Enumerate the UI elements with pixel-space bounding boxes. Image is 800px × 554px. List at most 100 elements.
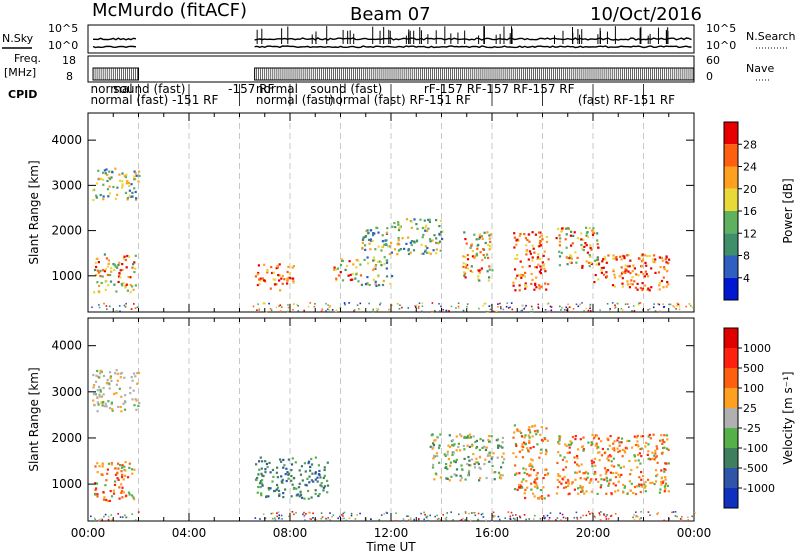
noise-cell <box>297 310 300 312</box>
noise-cell <box>436 514 438 517</box>
data-cell <box>652 433 655 436</box>
data-cell <box>258 460 261 463</box>
noise-cell <box>429 514 431 517</box>
data-cell <box>594 478 598 481</box>
data-cell <box>108 185 111 188</box>
data-cell <box>569 261 572 264</box>
noise-cell <box>262 302 265 305</box>
data-cell <box>283 464 286 467</box>
data-cell <box>566 451 569 455</box>
data-cell <box>439 476 442 479</box>
data-cell <box>664 488 667 491</box>
data-cell <box>592 230 595 233</box>
noise-cell <box>440 305 442 308</box>
data-cell <box>607 484 610 487</box>
noise-cell <box>312 517 314 519</box>
data-cell <box>624 451 627 454</box>
data-cell <box>577 487 580 490</box>
data-cell <box>345 264 349 268</box>
data-cell <box>121 186 124 189</box>
data-cell <box>385 231 388 234</box>
data-cell <box>533 481 536 484</box>
data-cell <box>290 469 293 472</box>
data-cell <box>540 426 543 429</box>
data-cell <box>615 258 618 261</box>
noise-cell <box>278 516 280 519</box>
noise-cell <box>124 514 126 516</box>
data-cell <box>111 409 114 412</box>
data-cell <box>583 471 587 475</box>
data-cell <box>605 469 608 472</box>
noise-cell <box>293 513 295 516</box>
noise-cell <box>518 515 521 518</box>
data-cell <box>116 379 119 382</box>
data-cell <box>585 226 588 229</box>
data-cell <box>557 441 560 444</box>
data-cell <box>631 270 634 273</box>
data-cell <box>357 259 360 262</box>
data-cell <box>369 238 372 241</box>
noise-cell <box>277 511 280 513</box>
data-cell <box>104 268 107 271</box>
data-cell <box>582 448 585 451</box>
data-cell <box>624 268 627 271</box>
data-cell <box>122 282 125 285</box>
data-cell <box>596 256 599 259</box>
data-cell <box>653 483 656 486</box>
data-cell <box>468 433 472 436</box>
data-cell <box>276 265 279 268</box>
data-cell <box>524 496 527 500</box>
noise-cell <box>614 306 617 308</box>
data-cell <box>453 443 456 446</box>
data-cell <box>371 240 374 243</box>
noise-cell <box>418 518 420 520</box>
data-cell <box>121 284 124 287</box>
data-cell <box>307 489 310 493</box>
data-cell <box>360 283 363 286</box>
data-cell <box>134 190 137 194</box>
noise-cell <box>276 512 278 514</box>
data-cell <box>271 271 274 275</box>
noise-cell <box>91 306 93 308</box>
data-cell <box>455 458 458 461</box>
x-tick-label: 00:00 <box>677 526 712 540</box>
data-cell <box>501 441 504 444</box>
data-cell <box>433 439 436 442</box>
data-cell <box>537 231 541 234</box>
data-cell <box>488 237 491 240</box>
freq-label: Freq. <box>14 52 41 65</box>
noise-cell <box>502 308 505 311</box>
data-cell <box>628 286 631 289</box>
data-cell <box>531 465 534 468</box>
colorbar-tick-label: -1000 <box>743 482 775 495</box>
data-cell <box>273 283 277 286</box>
data-cell <box>98 284 101 287</box>
data-cell <box>514 443 517 446</box>
data-cell <box>286 278 289 281</box>
data-cell <box>378 260 381 263</box>
data-cell <box>573 461 577 464</box>
data-cell <box>96 493 99 496</box>
data-cell <box>271 480 274 483</box>
data-cell <box>469 436 473 439</box>
noise-cell <box>635 515 638 517</box>
noise-cell <box>470 512 473 514</box>
data-cell <box>298 469 301 472</box>
data-cell <box>106 382 109 385</box>
data-cell <box>560 251 563 254</box>
data-cell <box>477 462 480 466</box>
noise-cell <box>492 511 495 514</box>
data-cell <box>101 463 104 466</box>
data-cell <box>137 371 141 375</box>
data-cell <box>582 472 585 475</box>
noise-cell <box>600 511 602 513</box>
noise-cell <box>303 514 306 517</box>
data-cell <box>595 259 598 262</box>
data-cell <box>131 285 134 288</box>
data-cell <box>638 476 641 479</box>
colorbar-swatch <box>724 348 738 368</box>
data-cell <box>607 438 610 441</box>
data-cell <box>475 254 479 257</box>
